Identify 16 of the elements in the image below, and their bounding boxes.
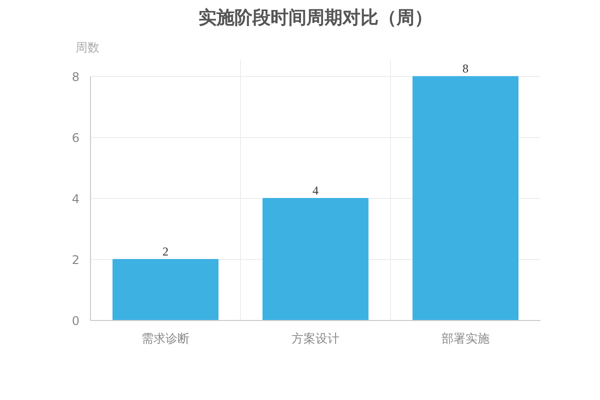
bar [412,76,518,320]
x-tick-label: 部署实施 [442,332,490,346]
data-label: 2 [162,244,168,259]
data-label: 4 [312,184,318,198]
y-tick-label: 4 [72,192,80,206]
data-label: 8 [462,62,468,76]
y-tick-label: 6 [72,131,80,146]
y-axis-title: 周数 [76,40,100,54]
bar [112,259,218,320]
x-tick-label: 需求诊断 [142,332,190,346]
chart-title: 实施阶段时间周期对比（周） [198,8,432,28]
y-tick-label: 0 [72,314,80,328]
y-tick-label: 8 [72,70,80,84]
x-tick-label: 方案设计 [292,332,340,346]
y-tick-label: 2 [72,253,80,268]
bar [262,198,368,320]
